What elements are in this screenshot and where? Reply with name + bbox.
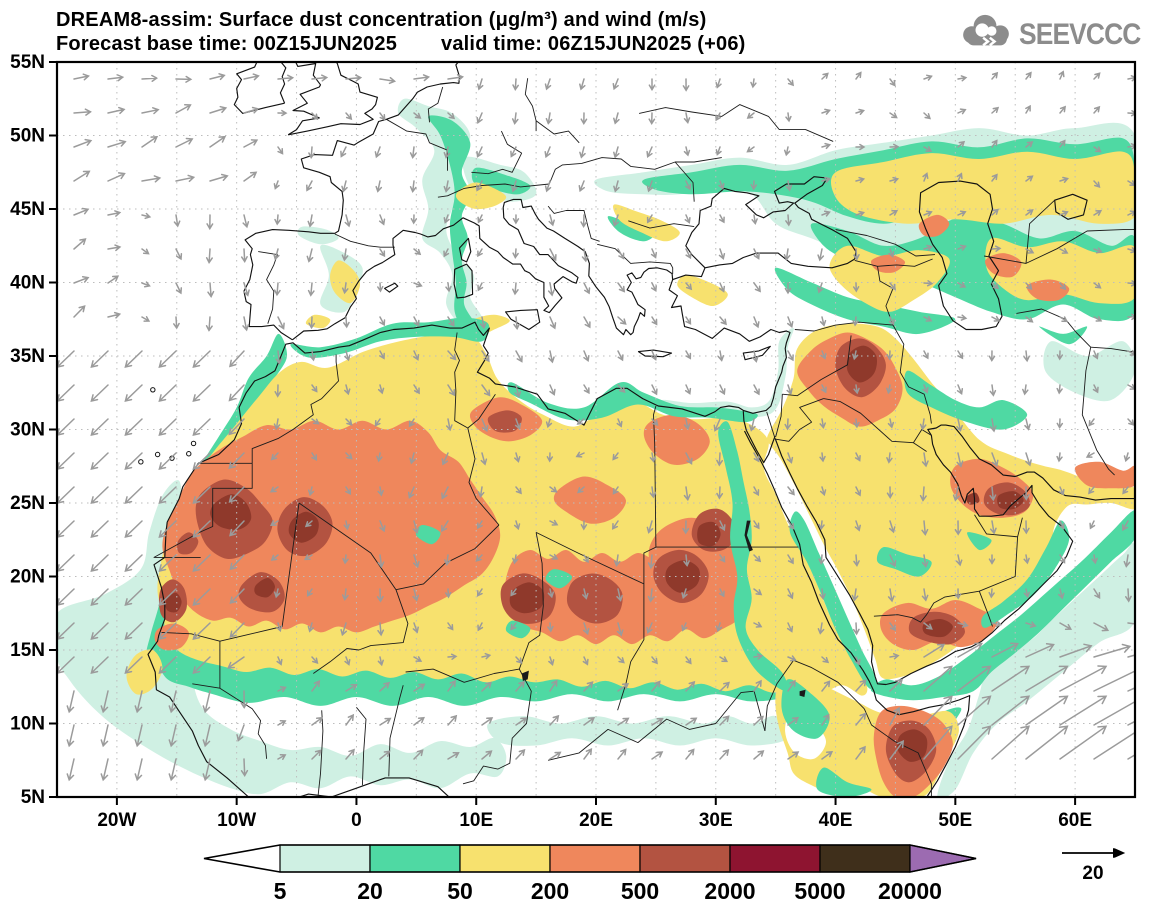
colorbar-tick-label: 20 [357,878,383,904]
wind-reference-label: 20 [1082,863,1103,884]
lat-tick-label: 35N [10,346,45,367]
lon-tick-label: 50E [938,810,972,831]
lon-axis-labels: 20W 10W 0 10E 20E 30E 40E 50E 60E [97,797,1092,831]
colorbar-band [459,844,551,873]
seevccc-logo: SEEVCCC [957,12,1157,57]
lon-tick-label: 10E [459,810,493,831]
lat-tick-label: 10N [10,714,45,735]
cloud-chevron-icon [957,12,1015,57]
wind-arrow-layer [57,70,1135,782]
colorbar-above-max-arrow [909,844,977,873]
valid-time: valid time: 06Z15JUN2025 (+06) [441,33,746,55]
figure-title: DREAM8-assim: Surface dust concentration… [56,9,707,31]
colorbar-below-min-arrow [204,845,280,872]
lat-tick-label: 25N [10,493,45,514]
lon-tick-label: 0 [351,810,362,831]
lat-axis-labels: 55N 50N 45N 40N 35N 30N 25N 20N 15N 10N 5N [10,52,57,808]
dust-level-20-spots [290,317,1088,797]
figure-subtitle: Forecast base time: 00Z15JUN2025 valid ti… [56,32,746,56]
colorbar-tick-label: 20000 [878,878,942,904]
lon-tick-label: 30E [699,810,733,831]
dust-level-50-spots [126,649,163,695]
colorbar-band [549,844,641,873]
lat-tick-label: 5N [21,787,45,808]
lat-tick-label: 45N [10,199,45,220]
lat-tick-label: 15N [10,640,45,661]
colorbar: 5 20 50 200 500 2000 5000 20000 [203,844,977,904]
colorbar-band [819,844,911,873]
colorbar-band [279,844,371,873]
colorbar-band [729,844,821,873]
colorbar-tick-label: 2000 [704,878,755,904]
lat-tick-label: 55N [10,52,45,73]
forecast-base-time: Forecast base time: 00Z15JUN2025 [56,33,398,55]
colorbar-tick-label: 500 [621,878,659,904]
colorbar-tick-label: 5 [274,878,287,904]
lon-tick-label: 10W [217,810,256,831]
axis-layer: 55N 50N 45N 40N 35N 30N 25N 20N 15N 10N 5N 20W 10W 0 1… [10,52,1092,831]
graticule [57,62,1135,797]
lat-tick-label: 50N [10,126,45,147]
dust-level-5-coastal-layer [660,327,794,418]
lat-tick-label: 20N [10,567,45,588]
lat-tick-label: 40N [10,273,45,294]
map-canvas [57,62,1135,797]
country-border-layer [153,78,1135,797]
logo-text: SEEVCCC [1018,17,1141,51]
lon-tick-label: 60E [1058,810,1092,831]
colorbar-band [369,844,461,873]
figure-title-block: DREAM8-assim: Surface dust concentration… [56,8,746,56]
lat-tick-label: 30N [10,420,45,441]
colorbar-tick-label: 200 [531,878,569,904]
colorbar-tick-label: 50 [447,878,473,904]
lon-tick-label: 40E [819,810,853,831]
lakes-layer [521,520,806,697]
colorbar-tick-label: 5000 [794,878,845,904]
colorbar-band [639,844,731,873]
lon-tick-label: 20W [97,810,136,831]
lon-tick-label: 20E [579,810,613,831]
wind-reference: 20 [1062,848,1126,884]
dust-level-2000-layer [165,345,1024,762]
